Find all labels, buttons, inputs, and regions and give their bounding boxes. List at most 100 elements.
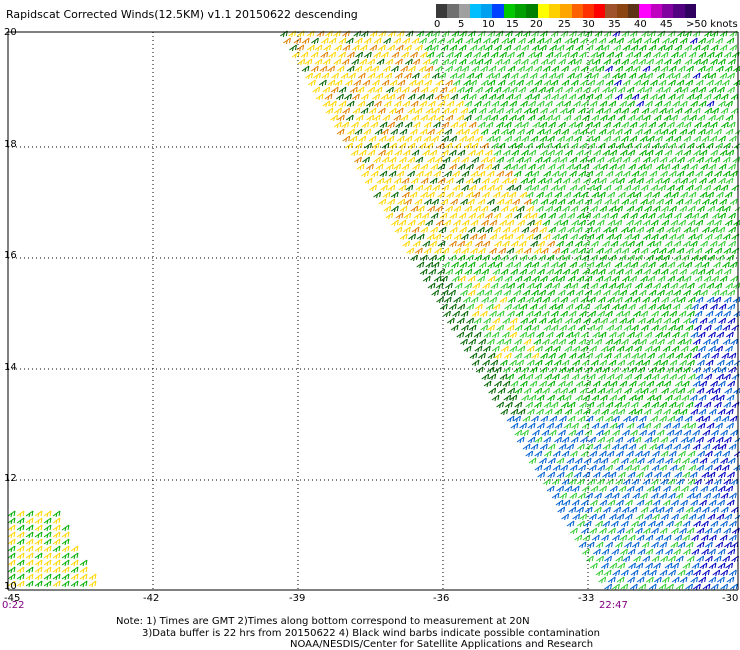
wind-barb <box>414 135 422 143</box>
wind-barb <box>633 436 642 444</box>
wind-barb <box>624 296 633 304</box>
wind-barb <box>627 254 635 262</box>
wind-barb <box>565 303 574 311</box>
wind-barb <box>611 275 620 283</box>
wind-barb <box>724 513 733 521</box>
wind-barb <box>597 464 606 472</box>
wind-barb <box>713 93 722 101</box>
wind-barb <box>694 275 703 283</box>
wind-barb <box>696 527 705 535</box>
wind-barb <box>70 552 79 560</box>
wind-barb <box>438 72 447 80</box>
wind-barb <box>361 121 370 129</box>
wind-barb <box>576 478 585 486</box>
wind-barb <box>364 142 372 150</box>
wind-barb <box>537 268 545 276</box>
wind-barb <box>525 79 534 87</box>
wind-barb <box>646 58 654 66</box>
wind-barb <box>578 338 587 346</box>
wind-barb <box>43 517 52 525</box>
wind-barb <box>600 422 609 430</box>
wind-barb <box>617 408 626 416</box>
wind-barb <box>580 65 589 73</box>
wind-barb <box>687 450 696 458</box>
wind-barb <box>601 534 609 542</box>
wind-barb <box>533 247 542 255</box>
wind-barb <box>635 394 644 402</box>
wind-barb <box>563 282 572 290</box>
wind-barb <box>510 380 519 388</box>
wind-barb <box>648 289 657 297</box>
wind-barb <box>679 527 687 535</box>
wind-barb <box>381 156 390 164</box>
wind-barb <box>580 79 588 87</box>
wind-barb <box>561 401 569 409</box>
wind-barb <box>517 296 526 304</box>
wind-barb <box>678 310 687 318</box>
wind-barb <box>686 93 695 101</box>
wind-barb <box>437 100 446 108</box>
wind-barb <box>631 541 640 549</box>
wind-barb <box>297 58 306 66</box>
wind-barb <box>526 205 534 213</box>
wind-barb <box>562 51 570 59</box>
wind-barb <box>513 58 521 66</box>
wind-barb <box>344 93 352 101</box>
wind-barb <box>508 142 517 150</box>
wind-barb <box>654 317 662 325</box>
wind-barb <box>640 310 649 318</box>
wind-barb <box>685 506 694 514</box>
wind-barb <box>578 247 587 255</box>
wind-barb <box>52 538 61 546</box>
wind-barb <box>651 541 659 549</box>
wind-barb <box>467 261 476 269</box>
wind-barb <box>621 212 629 220</box>
wind-barb <box>589 513 597 521</box>
wind-barb <box>710 149 719 157</box>
wind-barb <box>484 289 493 297</box>
wind-barb <box>673 240 682 248</box>
wind-barb <box>687 373 696 381</box>
wind-barb <box>723 205 731 213</box>
wind-barb <box>490 359 499 367</box>
wind-barb <box>354 128 363 136</box>
wind-barb <box>686 65 694 73</box>
wind-barb <box>425 219 434 227</box>
wind-barb <box>425 65 434 73</box>
wind-barb <box>411 226 420 234</box>
wind-barb <box>704 233 713 241</box>
wind-barb <box>543 478 551 486</box>
wind-barb <box>559 93 568 101</box>
wind-barb <box>468 121 477 129</box>
lat-label: 16 <box>4 250 17 261</box>
wind-barb <box>412 240 421 248</box>
wind-barb <box>669 205 677 213</box>
wind-barb <box>336 65 345 73</box>
wind-barb <box>677 296 686 304</box>
wind-barb <box>325 107 334 115</box>
wind-barb <box>653 128 662 136</box>
wind-barb <box>597 296 606 304</box>
wind-barb <box>554 317 563 325</box>
wind-barb <box>490 282 499 290</box>
wind-barb <box>533 310 542 318</box>
wind-barb <box>605 338 614 346</box>
wind-barb <box>537 163 546 171</box>
wind-barb <box>16 510 25 518</box>
colorbar-label: >50 knots <box>686 19 738 30</box>
wind-barb <box>52 510 61 518</box>
wind-barb <box>472 205 481 213</box>
wind-barb <box>541 429 550 437</box>
wind-barb <box>380 51 389 59</box>
wind-barb <box>581 282 590 290</box>
colorbar-label: 0 <box>434 19 441 30</box>
wind-barb <box>619 100 628 108</box>
wind-barb <box>655 548 664 556</box>
wind-barb <box>725 282 733 290</box>
wind-barb <box>545 331 554 339</box>
wind-barb <box>619 317 628 325</box>
wind-barb <box>61 580 70 588</box>
wind-barb <box>500 128 509 136</box>
wind-barb <box>705 65 714 73</box>
wind-barb <box>631 107 640 115</box>
